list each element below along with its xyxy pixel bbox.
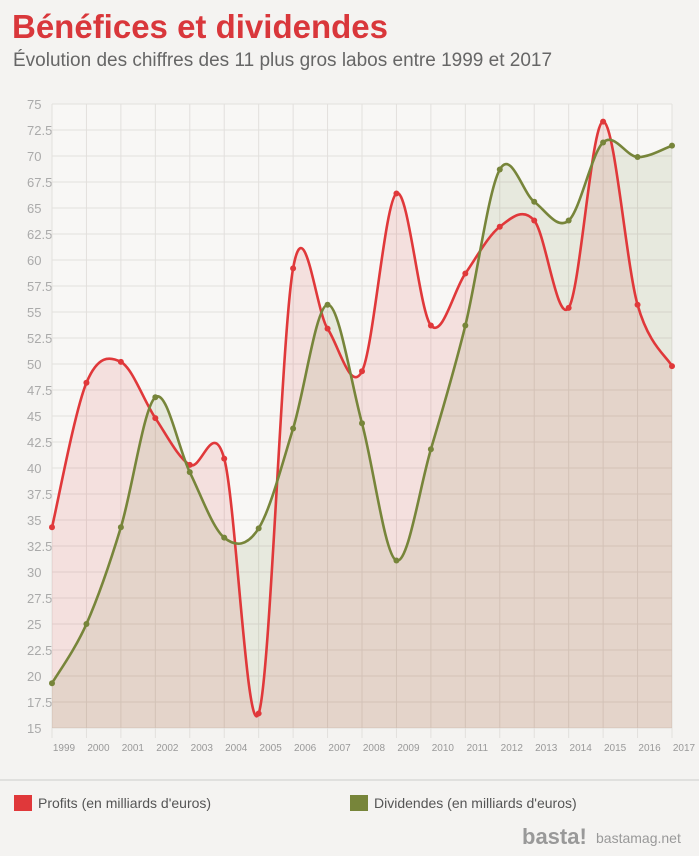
point — [565, 304, 572, 311]
point — [565, 217, 572, 224]
x-tick-label: 2000 — [87, 743, 110, 754]
chart-subtitle: Évolution des chiffres des 11 plus gros … — [13, 50, 552, 71]
point — [221, 455, 228, 462]
point — [186, 469, 193, 476]
legend-swatch — [14, 795, 32, 811]
y-tick-label: 47.5 — [27, 383, 52, 398]
point — [255, 525, 262, 532]
x-tick-label: 2002 — [156, 743, 179, 754]
legend-label: Dividendes (en milliards d'euros) — [374, 795, 577, 811]
point — [531, 217, 538, 224]
y-tick-label: 65 — [27, 201, 41, 216]
x-tick-label: 2005 — [260, 743, 283, 754]
x-tick-label: 2004 — [225, 743, 248, 754]
point — [83, 379, 90, 386]
y-tick-label: 50 — [27, 357, 41, 372]
footer-site: bastamag.net — [596, 830, 681, 846]
point — [49, 524, 55, 531]
y-tick-label: 27.5 — [27, 591, 52, 606]
x-tick-label: 2006 — [294, 743, 317, 754]
y-tick-label: 35 — [27, 513, 41, 528]
y-tick-label: 75 — [27, 97, 41, 112]
point — [531, 198, 538, 205]
point — [117, 358, 124, 365]
point — [117, 524, 124, 531]
area — [52, 139, 672, 729]
y-tick-label: 42.5 — [27, 435, 52, 450]
y-tick-label: 32.5 — [27, 539, 52, 554]
point — [427, 446, 434, 453]
x-tick-label: 2009 — [397, 743, 420, 754]
y-tick-label: 52.5 — [27, 331, 52, 346]
point — [393, 557, 400, 564]
point — [359, 368, 365, 375]
x-tick-label: 2011 — [467, 743, 489, 754]
y-tick-label: 67.5 — [27, 175, 52, 190]
point — [324, 325, 331, 332]
point — [49, 680, 55, 687]
y-tick-label: 60 — [27, 253, 41, 268]
point — [221, 534, 228, 541]
point — [255, 710, 262, 717]
point — [634, 154, 641, 161]
y-tick-label: 17.5 — [27, 695, 52, 710]
x-tick-label: 2013 — [535, 743, 558, 754]
point — [152, 415, 159, 422]
point — [290, 425, 297, 432]
point — [634, 301, 641, 308]
point — [290, 265, 297, 272]
point — [427, 322, 434, 329]
x-tick-label: 2003 — [191, 743, 214, 754]
x-tick-label: 2016 — [638, 743, 661, 754]
footer-logo: basta! — [522, 824, 587, 849]
y-tick-label: 30 — [27, 565, 41, 580]
point — [152, 394, 159, 401]
x-tick-label: 2007 — [328, 743, 351, 754]
y-tick-label: 37.5 — [27, 487, 52, 502]
x-tick-label: 2014 — [570, 743, 593, 754]
point — [359, 420, 365, 427]
point — [462, 322, 469, 329]
x-tick-label: 2017 — [673, 743, 696, 754]
x-tick-label: 2010 — [432, 743, 455, 754]
x-tick-label: 2001 — [122, 743, 145, 754]
x-tick-label: 2015 — [604, 743, 627, 754]
point — [669, 363, 675, 370]
y-tick-label: 40 — [27, 461, 41, 476]
point — [393, 190, 400, 197]
chart-title: Bénéfices et dividendes — [12, 8, 388, 45]
legend-label: Profits (en milliards d'euros) — [38, 795, 211, 811]
y-tick-label: 55 — [27, 305, 41, 320]
point — [496, 166, 503, 173]
x-tick-label: 1999 — [53, 743, 76, 754]
point — [83, 621, 90, 627]
point — [669, 142, 675, 149]
x-tick-label: 2008 — [363, 743, 386, 754]
y-tick-label: 57.5 — [27, 279, 52, 294]
legend-swatch — [350, 795, 368, 811]
point — [496, 223, 503, 230]
y-tick-label: 70 — [27, 149, 41, 164]
y-tick-label: 22.5 — [27, 643, 52, 658]
y-tick-label: 15 — [27, 721, 41, 736]
y-tick-label: 20 — [27, 669, 41, 684]
y-tick-label: 72.5 — [27, 123, 52, 138]
point — [462, 270, 469, 277]
point — [600, 139, 607, 146]
y-tick-label: 45 — [27, 409, 41, 424]
x-tick-label: 2012 — [501, 743, 524, 754]
y-tick-label: 62.5 — [27, 227, 52, 242]
y-tick-label: 25 — [27, 617, 41, 632]
point — [600, 118, 607, 125]
point — [324, 301, 331, 308]
